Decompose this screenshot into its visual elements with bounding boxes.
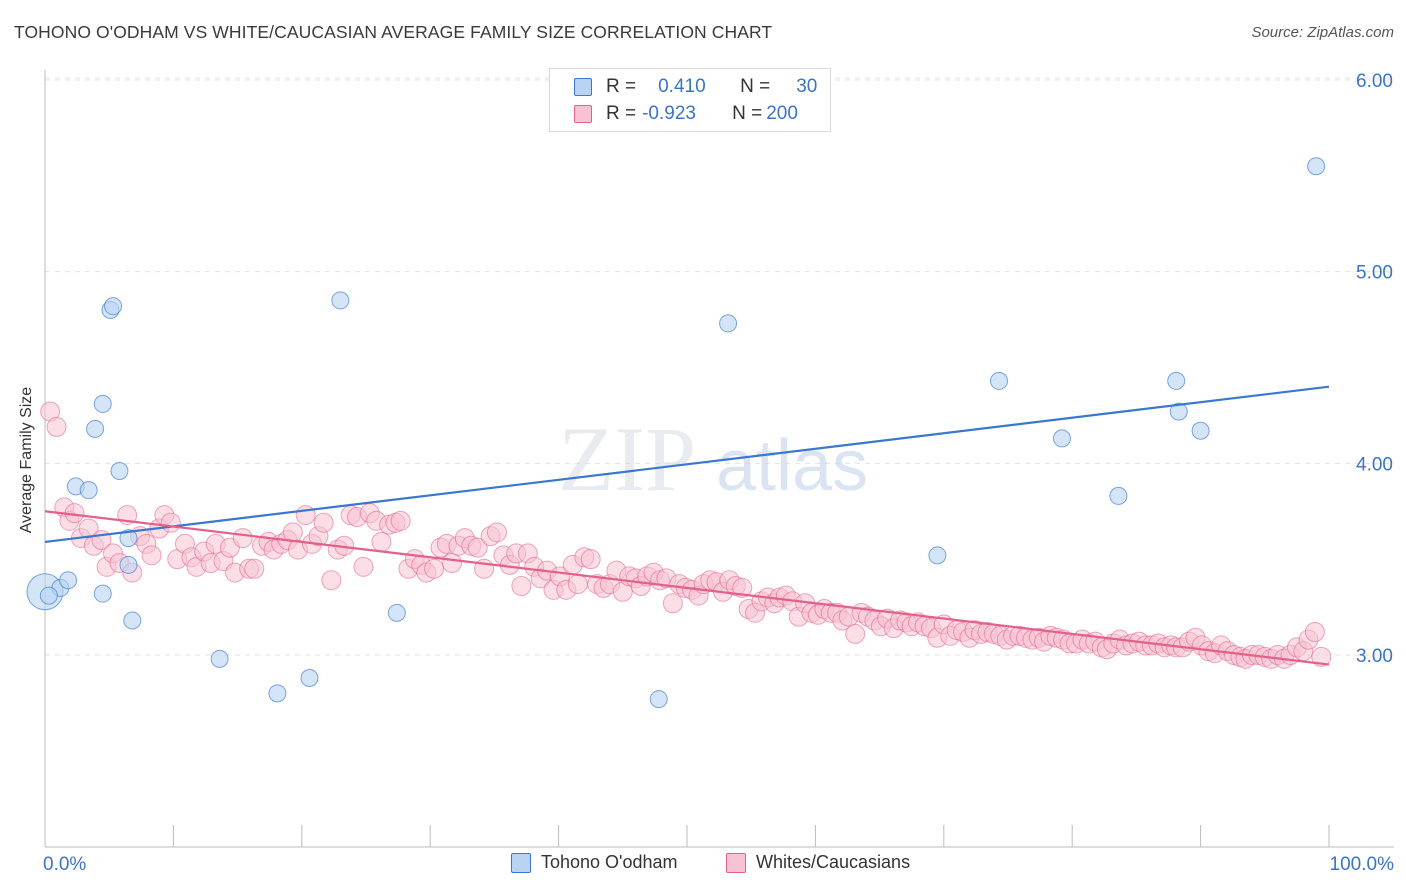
data-point-tohono xyxy=(268,684,287,703)
data-point-tohono xyxy=(119,555,138,574)
data-point-white xyxy=(732,577,753,598)
bottom-legend-label: Whites/Caucasians xyxy=(756,852,911,872)
legend-swatch-blue xyxy=(574,78,592,96)
data-point-tohono xyxy=(123,611,142,630)
data-point-tohono xyxy=(110,462,129,480)
legend-n-value: 30 xyxy=(796,76,818,97)
legend-r-label: R = xyxy=(606,103,637,124)
data-point-tohono xyxy=(1167,371,1186,390)
data-point-white xyxy=(313,512,334,533)
legend-n-value: 200 xyxy=(766,103,798,124)
data-point-tohono xyxy=(1169,402,1188,421)
data-point-tohono xyxy=(300,669,319,687)
data-point-white xyxy=(141,545,162,566)
y-tick-label: 5.00 xyxy=(1356,263,1393,284)
x-tick-label: 0.0% xyxy=(43,854,86,875)
data-point-tohono xyxy=(104,297,123,316)
data-point-white xyxy=(295,505,316,526)
legend-row-tohono: R = 0.410 N = 30 xyxy=(574,74,817,100)
data-point-white xyxy=(244,558,265,579)
y-tick-label: 4.00 xyxy=(1356,454,1393,475)
data-point-white xyxy=(580,549,601,570)
data-point-tohono xyxy=(79,481,98,500)
legend-n-label: N = xyxy=(740,76,771,97)
data-point-white xyxy=(232,528,253,549)
correlation-legend: R = 0.410 N = 30 R = -0.923 N = 200 xyxy=(549,68,831,132)
data-point-tohono xyxy=(928,546,947,565)
data-point-white xyxy=(160,512,181,533)
legend-swatch-pink xyxy=(574,105,592,123)
trend-line-tohono xyxy=(44,385,1330,544)
bottom-legend-whites: Whites/Caucasians xyxy=(726,852,910,873)
y-tick-label: 3.00 xyxy=(1356,646,1393,667)
data-point-tohono xyxy=(649,690,668,709)
data-point-tohono xyxy=(990,371,1009,390)
data-point-tohono xyxy=(331,291,350,310)
data-point-white xyxy=(321,570,342,591)
data-point-tohono xyxy=(1307,157,1326,176)
data-point-white xyxy=(567,574,588,595)
watermark-zip: ZIP xyxy=(558,408,696,510)
data-point-tohono xyxy=(93,394,112,413)
data-point-white xyxy=(390,510,411,531)
data-point-white xyxy=(442,553,463,573)
data-point-white xyxy=(353,556,374,577)
data-point-white xyxy=(662,593,683,614)
data-point-white xyxy=(467,537,488,558)
trend-line-whites xyxy=(44,510,1330,666)
tohono-oodham-points xyxy=(26,157,1326,709)
axes xyxy=(44,70,1394,848)
tick-labels: 3.00 4.00 5.00 6.00 0.0% 100.0% xyxy=(43,71,1394,875)
data-point-tohono xyxy=(719,314,738,333)
bottom-legend-label: Tohono O'odham xyxy=(541,852,678,872)
legend-n-label: N = xyxy=(732,103,763,124)
data-point-white xyxy=(424,558,445,579)
data-point-white xyxy=(1311,646,1332,667)
trend-lines xyxy=(44,385,1330,666)
bottom-legend-swatch-pink xyxy=(726,852,746,873)
legend-r-value: -0.923 xyxy=(642,103,696,124)
legend-r-value: 0.410 xyxy=(658,76,706,97)
watermark-atlas: atlas xyxy=(716,426,868,506)
source-credit: Source: ZipAtlas.com xyxy=(1251,24,1394,41)
data-point-white xyxy=(845,623,866,644)
data-point-white xyxy=(511,576,532,596)
data-point-white xyxy=(46,416,67,437)
chart-title: TOHONO O'ODHAM VS WHITE/CAUCASIAN AVERAG… xyxy=(14,22,773,42)
data-point-white xyxy=(1304,622,1325,642)
legend-row-whites: R = -0.923 N = 200 xyxy=(574,101,798,127)
x-tick-label: 100.0% xyxy=(1330,854,1395,875)
legend-r-label: R = xyxy=(606,76,637,97)
data-point-tohono xyxy=(93,584,112,603)
data-point-tohono xyxy=(210,649,229,668)
data-point-tohono xyxy=(119,529,138,548)
data-point-tohono xyxy=(387,603,406,622)
data-point-tohono xyxy=(1191,421,1210,440)
y-tick-label: 6.00 xyxy=(1356,71,1393,92)
data-point-tohono xyxy=(59,571,78,590)
bottom-legend-swatch-blue xyxy=(511,852,531,873)
data-point-tohono xyxy=(86,419,105,438)
bottom-legend-tohono: Tohono O'odham xyxy=(511,852,678,873)
data-point-white xyxy=(371,531,392,552)
data-point-tohono xyxy=(1109,486,1128,505)
data-point-tohono xyxy=(1052,429,1071,448)
data-point-tohono xyxy=(39,586,58,605)
data-point-white xyxy=(486,522,507,543)
